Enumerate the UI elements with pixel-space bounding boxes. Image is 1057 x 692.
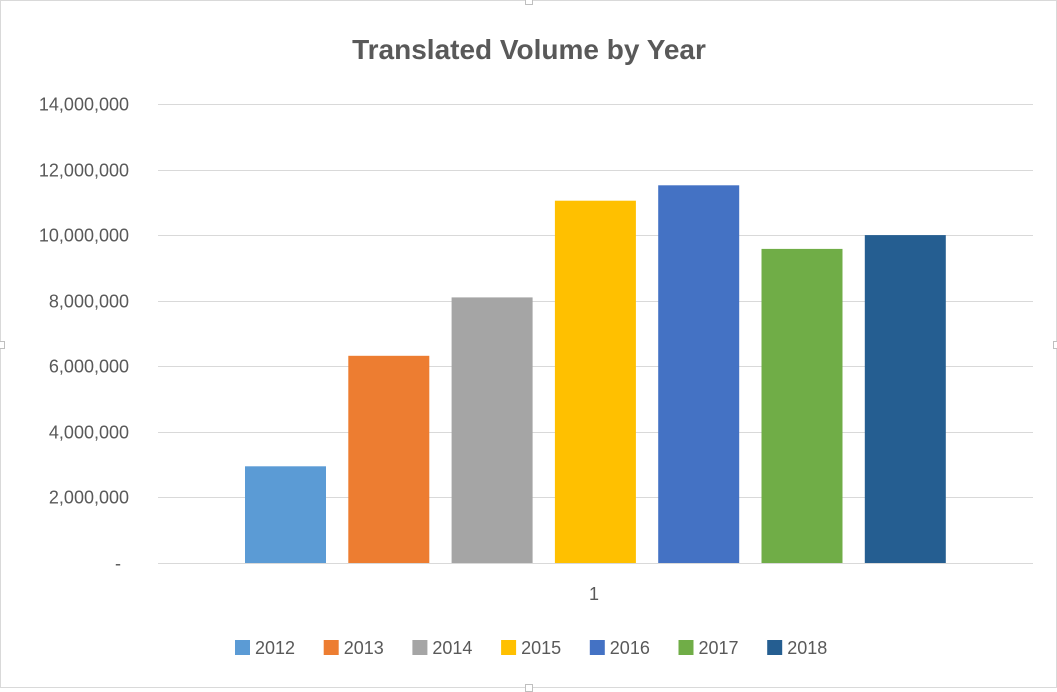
y-tick-label: 14,000,000 bbox=[39, 95, 129, 115]
y-tick-label: 8,000,000 bbox=[49, 292, 129, 312]
legend-swatch-2013 bbox=[323, 640, 339, 655]
legend-swatch-2016 bbox=[589, 640, 605, 655]
legend-label-2012: 2012 bbox=[255, 638, 295, 658]
legend-swatch-2014 bbox=[412, 640, 428, 655]
bar-2017[interactable] bbox=[761, 248, 843, 563]
legend-swatch-2017 bbox=[678, 640, 694, 655]
y-tick-label: 12,000,000 bbox=[39, 161, 129, 181]
legend-label-2018: 2018 bbox=[787, 638, 827, 658]
bar-2016[interactable] bbox=[658, 185, 740, 564]
y-tick-label: 2,000,000 bbox=[49, 488, 129, 508]
y-axis-tick-labels: - 2,000,000 4,000,000 6,000,000 8,000,000 10,… bbox=[39, 95, 129, 574]
y-tick-label: 4,000,000 bbox=[49, 423, 129, 443]
legend-swatch-2012 bbox=[235, 640, 250, 655]
bar-2014[interactable] bbox=[451, 297, 533, 563]
x-axis-tick-label: 1 bbox=[589, 584, 599, 604]
bar-2018[interactable] bbox=[864, 235, 946, 563]
y-tick-label: 6,000,000 bbox=[49, 357, 129, 377]
bar-2013[interactable] bbox=[348, 355, 430, 563]
bars bbox=[245, 185, 946, 564]
legend-label-2017: 2017 bbox=[699, 638, 739, 658]
legend-swatch-2015 bbox=[501, 640, 517, 655]
legend: 2012 2013 2014 2015 2016 2017 2018 bbox=[235, 638, 827, 658]
legend-label-2016: 2016 bbox=[610, 638, 650, 658]
y-tick-label: 10,000,000 bbox=[39, 226, 129, 246]
bar-2015[interactable] bbox=[554, 200, 636, 563]
resize-handle-top[interactable] bbox=[525, 0, 533, 5]
resize-handle-left[interactable] bbox=[0, 341, 5, 349]
chart-title: Translated Volume by Year bbox=[352, 34, 706, 65]
bar-2012[interactable] bbox=[245, 466, 326, 563]
legend-label-2014: 2014 bbox=[432, 638, 472, 658]
legend-swatch-2018 bbox=[767, 640, 783, 655]
legend-label-2013: 2013 bbox=[344, 638, 384, 658]
resize-handle-right[interactable] bbox=[1053, 341, 1057, 349]
y-tick-label: - bbox=[115, 554, 121, 574]
legend-label-2015: 2015 bbox=[521, 638, 561, 658]
